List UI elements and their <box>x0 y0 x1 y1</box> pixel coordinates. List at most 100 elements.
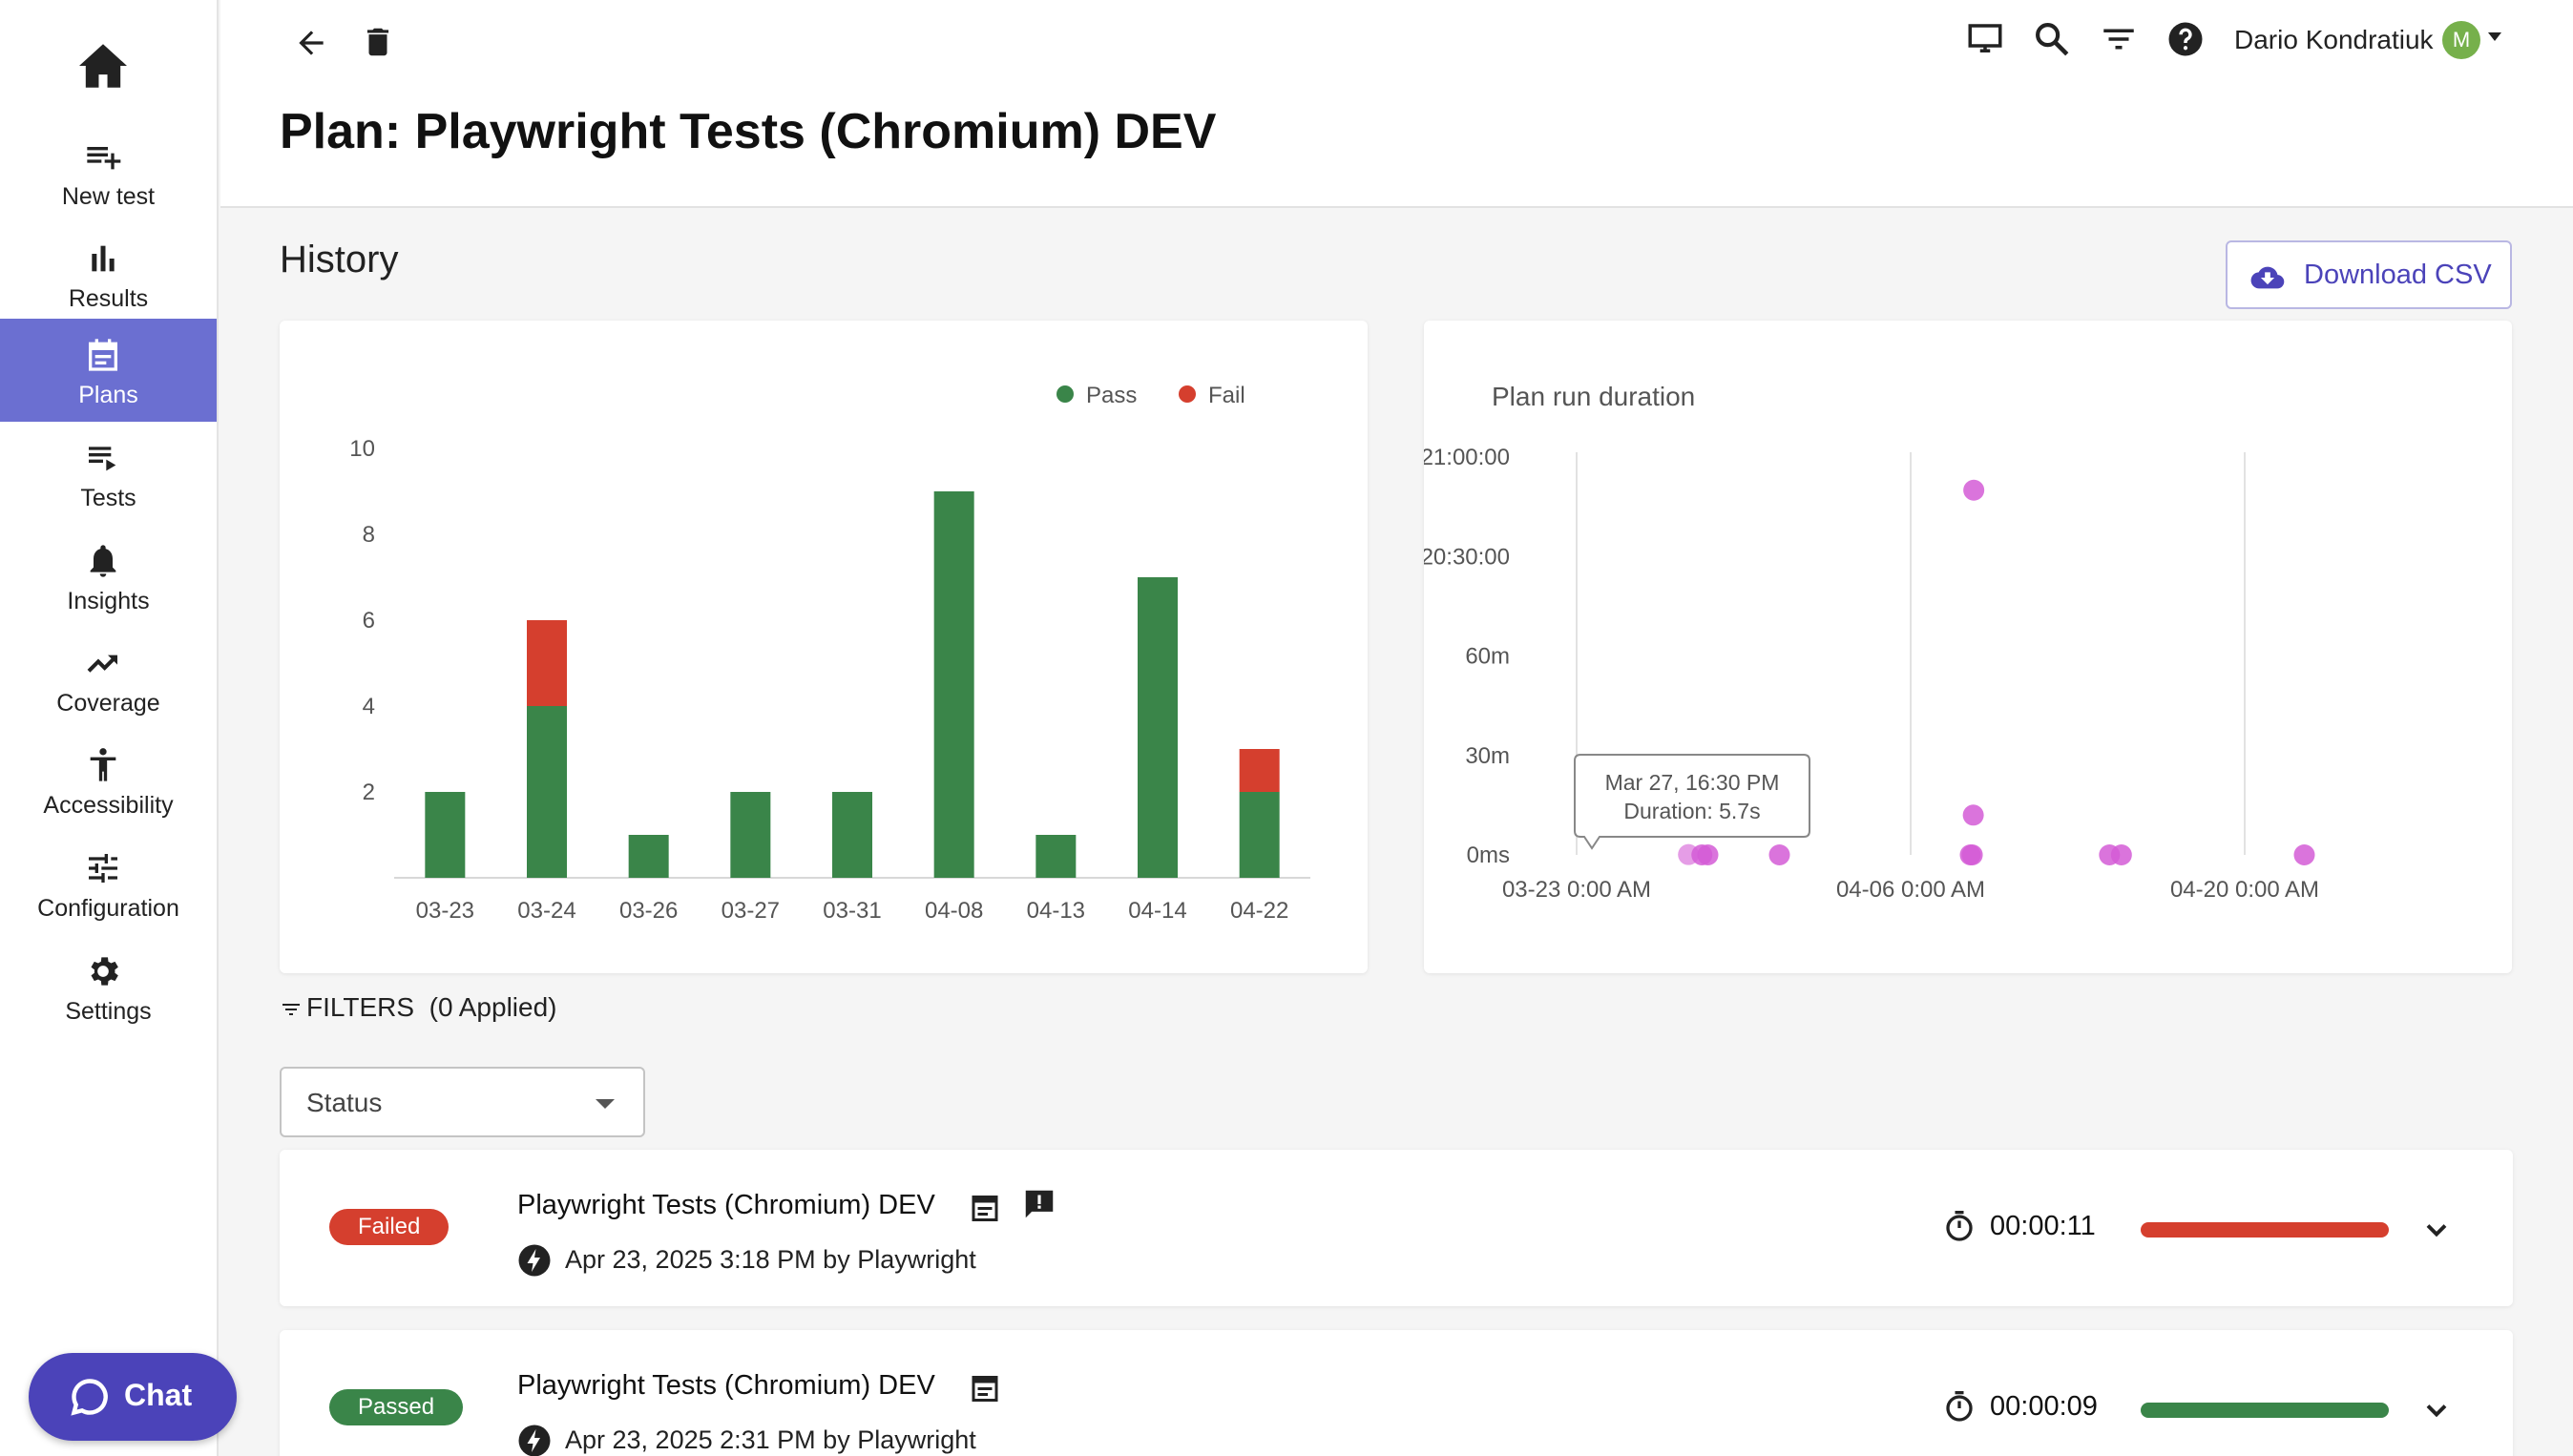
avatar[interactable]: M <box>2442 21 2480 59</box>
cloud-download-icon <box>2250 266 2285 289</box>
run-row[interactable]: Passed Playwright Tests (Chromium) DEV A… <box>280 1330 2513 1456</box>
x-tick-label: 04-22 <box>1230 898 1288 924</box>
delete-icon[interactable] <box>360 23 396 61</box>
chevron-down-icon[interactable] <box>2419 1213 2454 1247</box>
bar-pass[interactable] <box>832 792 872 878</box>
download-csv-button[interactable]: Download CSV <box>2226 240 2512 309</box>
sidebar-item-tests[interactable]: Tests <box>0 422 217 525</box>
bar-fail[interactable] <box>527 620 567 706</box>
sidebar-item-results[interactable]: Results <box>0 222 217 325</box>
data-point[interactable] <box>2110 844 2132 865</box>
list-icon <box>89 447 116 471</box>
sidebar: New test Results Plans Tests Insights Co… <box>0 0 219 1456</box>
y-tick-label: 0ms <box>1467 842 1510 868</box>
filters-applied-count: (0 Applied) <box>429 992 557 1022</box>
sidebar-item-plans[interactable]: Plans <box>0 319 217 422</box>
run-meta-text: Apr 23, 2025 2:31 PM by Playwright <box>565 1425 976 1454</box>
chart-title: Plan run duration <box>1492 382 1695 411</box>
y-tick-label: 2 <box>363 780 375 805</box>
calendar-icon[interactable] <box>968 1190 1002 1224</box>
tooltip-date: Mar 27, 16:30 PM <box>1605 770 1780 795</box>
feedback-icon[interactable] <box>1021 1186 1057 1222</box>
search-icon[interactable] <box>2032 19 2072 59</box>
legend-marker <box>1179 385 1196 403</box>
monitor-icon[interactable] <box>1965 19 2005 59</box>
sidebar-item-insights[interactable]: Insights <box>0 525 217 628</box>
duration-chart-card: Plan run duration 0ms 30m 60m 20:30:00 21:00… <box>1421 321 2512 973</box>
bar-fail[interactable] <box>1239 749 1280 792</box>
bar-pass[interactable] <box>1138 577 1178 878</box>
run-progress-bar <box>2141 1222 2389 1238</box>
status-select-label: Status <box>306 1088 383 1117</box>
chevron-down-icon[interactable] <box>2419 1393 2454 1427</box>
download-csv-label: Download CSV <box>2304 260 2492 290</box>
chat-label: Chat <box>124 1378 193 1412</box>
bar-chart-icon <box>92 245 115 272</box>
run-title: Playwright Tests (Chromium) DEV <box>517 1370 998 1402</box>
stopwatch-icon <box>1946 1391 1973 1422</box>
data-point[interactable] <box>2293 844 2315 865</box>
lightning-icon <box>518 1425 551 1456</box>
stopwatch-icon <box>1946 1211 1973 1241</box>
run-meta-text: Apr 23, 2025 3:18 PM by Playwright <box>565 1245 976 1274</box>
sidebar-item-coverage[interactable]: Coverage <box>0 627 217 730</box>
data-point[interactable] <box>1961 844 1983 865</box>
x-tick-label: 03-27 <box>722 898 780 924</box>
sidebar-item-configuration[interactable]: Configuration <box>0 832 217 935</box>
help-icon[interactable] <box>2165 19 2206 59</box>
run-duration-value: 00:00:11 <box>1990 1211 2096 1241</box>
sidebar-item-label: Insights <box>67 588 150 614</box>
bar-pass[interactable] <box>425 792 466 878</box>
sidebar-item-new-test[interactable]: New test <box>0 120 217 223</box>
bar-pass[interactable] <box>628 835 669 878</box>
x-tick-label: 03-31 <box>823 898 881 924</box>
data-point[interactable] <box>1768 844 1790 865</box>
tooltip-duration: Duration: 5.7s <box>1623 799 1760 823</box>
x-tick-label: 03-23 <box>416 898 474 924</box>
lightning-icon <box>518 1244 551 1277</box>
status-badge: Failed <box>329 1209 450 1245</box>
filters-toggle[interactable]: FILTERS (0 Applied) <box>280 992 557 1023</box>
data-point[interactable] <box>1963 479 1985 501</box>
x-tick-label: 03-23 0:00 AM <box>1502 877 1651 903</box>
sidebar-item-settings[interactable]: Settings <box>0 935 217 1038</box>
status-badge: Passed <box>329 1389 464 1425</box>
page-title: Plan: Playwright Tests (Chromium) DEV <box>280 104 1217 159</box>
dropdown-arrow-icon <box>596 1099 615 1109</box>
x-tick-label: 04-14 <box>1128 898 1186 924</box>
gear-icon <box>91 957 118 986</box>
sidebar-item-accessibility[interactable]: Accessibility <box>0 729 217 832</box>
bar-pass[interactable] <box>933 491 974 878</box>
data-point[interactable] <box>1962 804 1984 826</box>
home-icon[interactable] <box>76 42 130 90</box>
filter-icon[interactable] <box>2099 19 2139 59</box>
chat-button[interactable]: Chat <box>29 1353 237 1441</box>
accessibility-icon <box>90 748 116 781</box>
y-tick-label: 30m <box>1465 743 1510 769</box>
run-progress-bar <box>2141 1403 2389 1418</box>
legend-label: Pass <box>1086 383 1137 408</box>
sidebar-item-label: Accessibility <box>43 792 174 819</box>
bar-pass[interactable] <box>1239 792 1280 878</box>
sidebar-item-label: Plans <box>78 382 138 408</box>
sidebar-item-label: Tests <box>80 485 136 511</box>
legend-marker <box>1056 385 1074 403</box>
status-filter-select[interactable]: Status <box>280 1067 645 1137</box>
bar-pass[interactable] <box>1035 835 1077 878</box>
bell-icon <box>90 545 116 577</box>
legend-label: Fail <box>1208 383 1245 408</box>
bar-pass[interactable] <box>730 792 771 878</box>
pass-fail-bar-chart: Pass Fail 2 4 6 8 10 03-23 03-24 03-26 03-27 03-3… <box>349 383 1310 924</box>
run-title: Playwright Tests (Chromium) DEV <box>517 1190 1054 1221</box>
y-tick-label: 10 <box>349 436 375 462</box>
calendar-icon[interactable] <box>968 1370 1002 1404</box>
run-duration-value: 00:00:09 <box>1990 1391 2098 1422</box>
trending-up-icon <box>87 655 117 673</box>
bar-pass[interactable] <box>527 706 567 878</box>
data-point[interactable] <box>1697 844 1719 865</box>
y-tick-label: 8 <box>363 522 375 548</box>
back-arrow-icon[interactable] <box>293 25 329 61</box>
user-name[interactable]: Dario Kondratiuk <box>2234 25 2434 54</box>
run-row[interactable]: Failed Playwright Tests (Chromium) DEV A… <box>280 1150 2513 1306</box>
user-menu-chevron-icon[interactable] <box>2488 32 2501 41</box>
